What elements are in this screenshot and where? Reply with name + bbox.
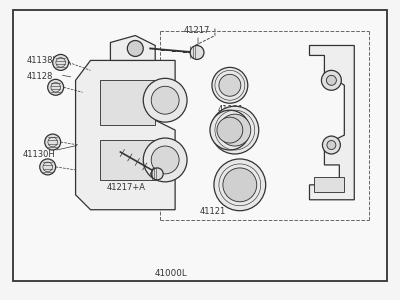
- Circle shape: [322, 70, 341, 90]
- Circle shape: [219, 74, 241, 96]
- Circle shape: [127, 40, 143, 56]
- Circle shape: [40, 159, 56, 175]
- Circle shape: [212, 68, 248, 103]
- Circle shape: [326, 75, 336, 85]
- Circle shape: [223, 168, 257, 202]
- Text: 41000L: 41000L: [154, 269, 187, 278]
- Bar: [314, 177, 344, 192]
- Circle shape: [210, 110, 250, 150]
- Circle shape: [322, 136, 340, 154]
- Text: 41138H: 41138H: [27, 56, 60, 65]
- Polygon shape: [310, 46, 354, 200]
- Text: 41217+A: 41217+A: [106, 183, 146, 192]
- Text: 41128: 41128: [27, 72, 53, 81]
- Circle shape: [219, 114, 251, 146]
- Circle shape: [53, 54, 69, 70]
- Circle shape: [327, 140, 336, 149]
- Text: 41217: 41217: [184, 26, 210, 35]
- Polygon shape: [110, 35, 155, 60]
- Circle shape: [217, 117, 243, 143]
- Text: 41121: 41121: [200, 207, 226, 216]
- Polygon shape: [76, 60, 175, 210]
- Circle shape: [48, 79, 64, 95]
- Text: 41130H: 41130H: [23, 150, 56, 159]
- Circle shape: [211, 106, 259, 154]
- Circle shape: [45, 134, 61, 150]
- Text: 41121: 41121: [218, 105, 244, 114]
- Bar: [100, 80, 155, 125]
- Circle shape: [151, 168, 163, 180]
- Circle shape: [151, 146, 179, 174]
- Circle shape: [143, 78, 187, 122]
- Circle shape: [190, 46, 204, 59]
- Circle shape: [214, 159, 266, 211]
- Bar: [100, 140, 155, 180]
- Circle shape: [151, 86, 179, 114]
- Circle shape: [143, 138, 187, 182]
